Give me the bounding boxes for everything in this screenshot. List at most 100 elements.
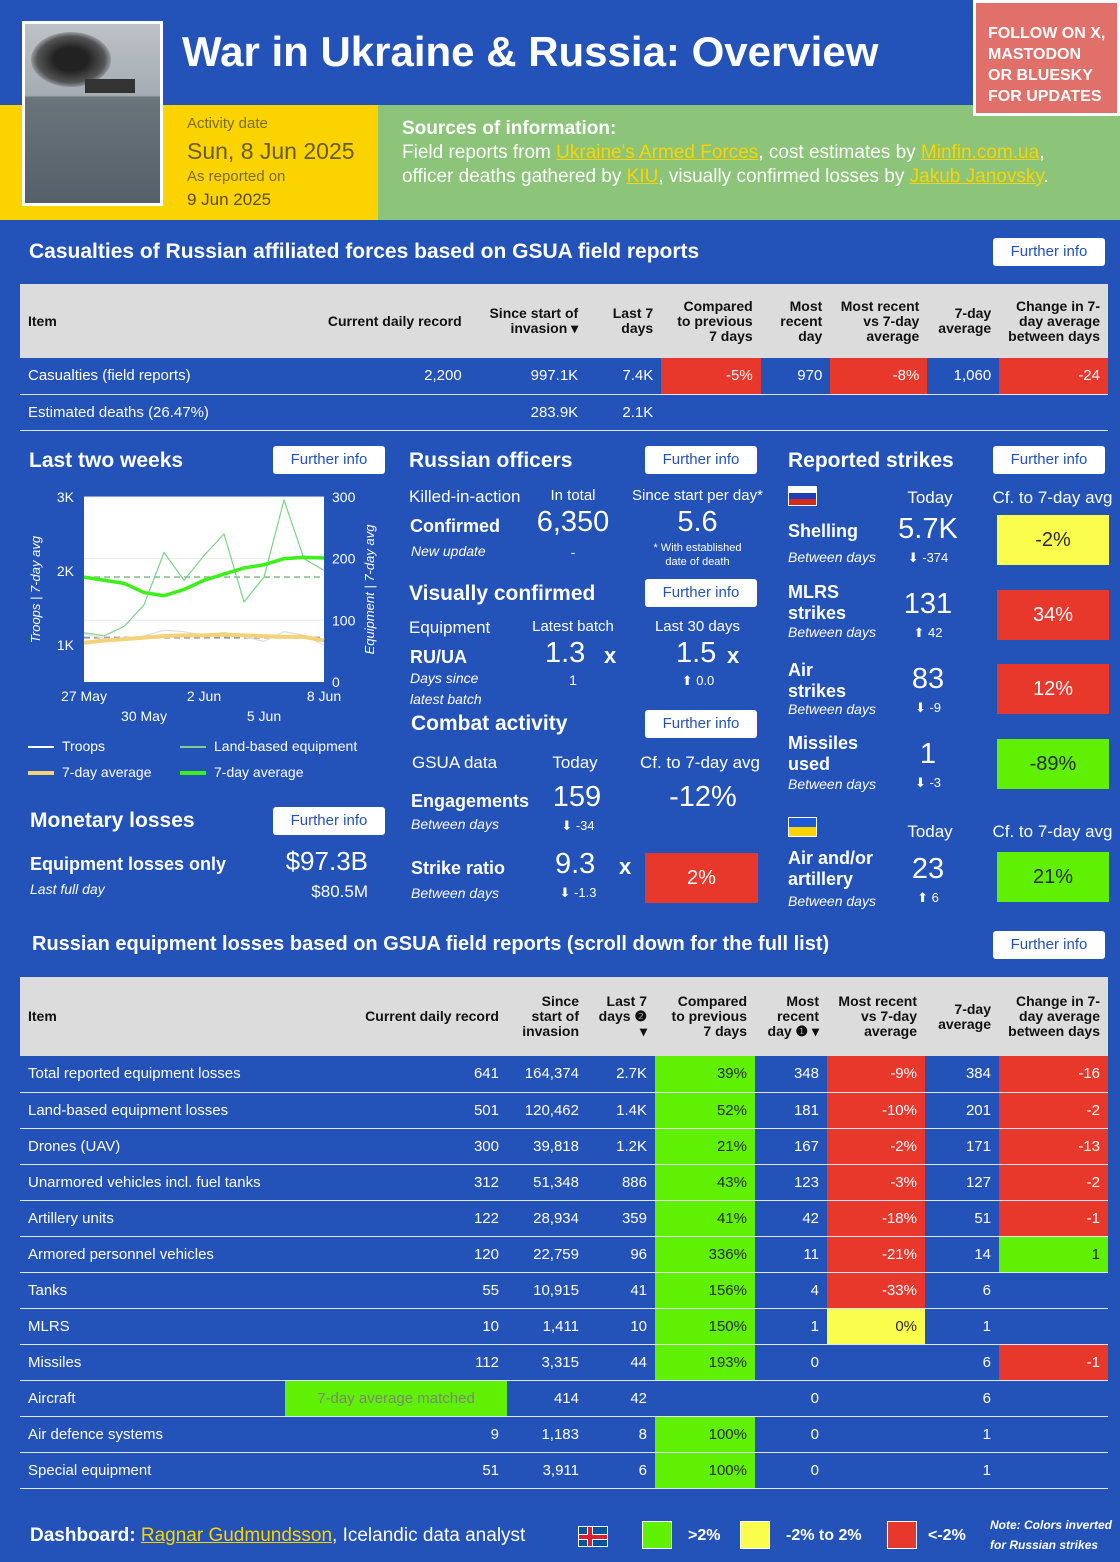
col-header[interactable]: 7-day average xyxy=(927,284,1000,358)
officers-further-info-button[interactable]: Further info xyxy=(645,446,757,474)
col-header[interactable]: Item xyxy=(20,977,285,1056)
cell: Special equipment xyxy=(20,1452,285,1489)
cell: 43% xyxy=(655,1164,755,1201)
cell: Unarmored vehicles incl. fuel tanks xyxy=(20,1164,285,1201)
follow-badge[interactable]: FOLLOW ON X, MASTODON OR BLUESKY FOR UPD… xyxy=(973,0,1120,116)
col-header[interactable]: Most recent day xyxy=(760,284,831,358)
cell: 96 xyxy=(587,1236,655,1273)
cell: 501 xyxy=(285,1092,507,1129)
cell: 181 xyxy=(755,1092,827,1129)
cell: 14 xyxy=(925,1236,999,1273)
cell: -2 xyxy=(999,1092,1108,1129)
strikes-ua-today: Today xyxy=(907,822,953,841)
table-row: Land-based equipment losses 501 120,462 1.4… xyxy=(20,1092,1108,1129)
author-link[interactable]: Ragnar Gudmundsson xyxy=(140,1525,333,1546)
visual-title: Visually confirmed xyxy=(409,582,596,605)
equipment-further-info-button[interactable]: Further info xyxy=(993,931,1105,959)
legend-yellow-swatch xyxy=(740,1521,770,1549)
combat-further-info-button[interactable]: Further info xyxy=(645,710,757,738)
cell: -2% xyxy=(827,1128,925,1165)
strikes-cf: Cf. to 7-day avg xyxy=(992,488,1113,507)
footer-note: Note: Colors inverted for Russian strike… xyxy=(990,1518,1113,1552)
strike-missiles-value: 1 xyxy=(919,738,937,770)
legend-label: 7-day average xyxy=(62,764,152,780)
table-row: Armored personnel vehicles 120 22,759 96 336… xyxy=(20,1236,1108,1273)
cell: 21% xyxy=(655,1128,755,1165)
col-header[interactable]: Most recent day ❶ ▾ xyxy=(755,977,827,1056)
col-header[interactable]: Current daily record xyxy=(285,977,507,1056)
strike-missiles-name: Missiles used xyxy=(788,733,859,774)
link-jakub[interactable]: Jakub Janovsky xyxy=(909,166,1044,187)
legend-green-swatch xyxy=(642,1521,672,1549)
cell: -2 xyxy=(999,1164,1108,1201)
strike-ua-value: 23 xyxy=(911,853,945,885)
cell: Armored personnel vehicles xyxy=(20,1236,285,1273)
two-weeks-chart: 3K 2K 1K 300 200 100 0 27 May 2 Jun 8 Jun 30 May 5 … xyxy=(28,489,377,724)
cell: 3,911 xyxy=(507,1452,587,1489)
col-header[interactable]: Current daily record xyxy=(293,284,470,358)
legend-label: 7-day average xyxy=(214,764,304,780)
cell: 384 xyxy=(925,1056,999,1093)
col-header[interactable]: Last 7 days xyxy=(586,284,662,358)
col-header[interactable]: Compared to previous 7 days xyxy=(661,284,761,358)
cell xyxy=(827,1416,925,1453)
cell: 359 xyxy=(587,1200,655,1237)
reported-date: 9 Jun 2025 xyxy=(187,190,272,209)
cell xyxy=(827,1452,925,1489)
cell xyxy=(999,1416,1108,1453)
col-header[interactable]: Since start of invasion xyxy=(507,977,587,1056)
casualties-table: Item Current daily record Since start of… xyxy=(20,284,1108,431)
cell: 42 xyxy=(587,1380,655,1417)
link-minfin[interactable]: Minfin.com.ua xyxy=(920,142,1040,163)
cell: 2.7K xyxy=(587,1056,655,1093)
officers-confirmed: Confirmed xyxy=(410,516,500,536)
link-kiu[interactable]: KIU xyxy=(626,166,659,187)
footer-credit: Dashboard: Ragnar Gudmundsson, Icelandic… xyxy=(30,1525,525,1547)
combat-eng-sub: ⬇ -34 xyxy=(561,818,595,833)
link-afu[interactable]: Ukraine's Armed Forces xyxy=(556,142,759,163)
sources-text: . xyxy=(1043,166,1049,187)
strikes-further-info-button[interactable]: Further info xyxy=(993,446,1105,474)
cell: 336% xyxy=(655,1236,755,1273)
two-weeks-further-info-button[interactable]: Further info xyxy=(273,446,385,474)
cell: 886 xyxy=(587,1164,655,1201)
col-header[interactable]: 7-day average xyxy=(925,977,999,1056)
combat-strike-ratio: Strike ratio xyxy=(411,858,506,878)
strike-mlrs-cf: 34% xyxy=(997,590,1109,640)
table-row: Estimated deaths (26.47%) 283.9K 2.1K xyxy=(20,394,1108,431)
visual-equipment: Equipment xyxy=(409,618,491,637)
chart-series-land-based-equipment xyxy=(83,497,325,637)
cell: Casualties (field reports) xyxy=(20,358,294,395)
cell: 1 xyxy=(925,1416,999,1453)
combat-title: Combat activity xyxy=(411,712,568,735)
x-tick: 5 Jun xyxy=(247,708,281,724)
cell: 7.4K xyxy=(586,358,662,395)
col-header[interactable]: Item xyxy=(20,284,294,358)
iceland-flag-icon xyxy=(578,1526,608,1547)
y-right-tick: 0 xyxy=(332,674,340,690)
cell: 41 xyxy=(587,1272,655,1309)
cell: 156% xyxy=(655,1272,755,1309)
cell: 6 xyxy=(925,1272,999,1309)
strikes-today: Today xyxy=(907,488,953,507)
cell: -1 xyxy=(999,1200,1108,1237)
col-header[interactable]: Compared to previous 7 days xyxy=(655,977,755,1056)
monetary-further-info-button[interactable]: Further info xyxy=(273,807,385,835)
cell: -33% xyxy=(827,1272,925,1309)
col-header[interactable]: Most recent vs 7-day average xyxy=(827,977,925,1056)
cell: 120 xyxy=(285,1236,507,1273)
visual-last30-value: 1.5 xyxy=(676,637,717,669)
cell xyxy=(999,1308,1108,1345)
col-header[interactable]: Last 7 days ❷ ▾ xyxy=(587,977,655,1056)
casualties-further-info-button[interactable]: Further info xyxy=(993,238,1105,266)
strike-shelling-name: Shelling xyxy=(788,521,859,541)
visual-further-info-button[interactable]: Further info xyxy=(645,579,757,607)
combat-sr-cf: 2% xyxy=(645,853,758,903)
col-header[interactable]: Change in 7-day average between days xyxy=(999,284,1108,358)
col-header[interactable]: Change in 7-day average between days xyxy=(999,977,1108,1056)
cell: 641 xyxy=(285,1056,507,1093)
col-header[interactable]: Since start of invasion ▾ xyxy=(469,284,587,358)
col-header[interactable]: Most recent vs 7-day average xyxy=(830,284,928,358)
combat-eng-between: Between days xyxy=(411,816,499,832)
combat-sr-between: Between days xyxy=(411,885,499,901)
